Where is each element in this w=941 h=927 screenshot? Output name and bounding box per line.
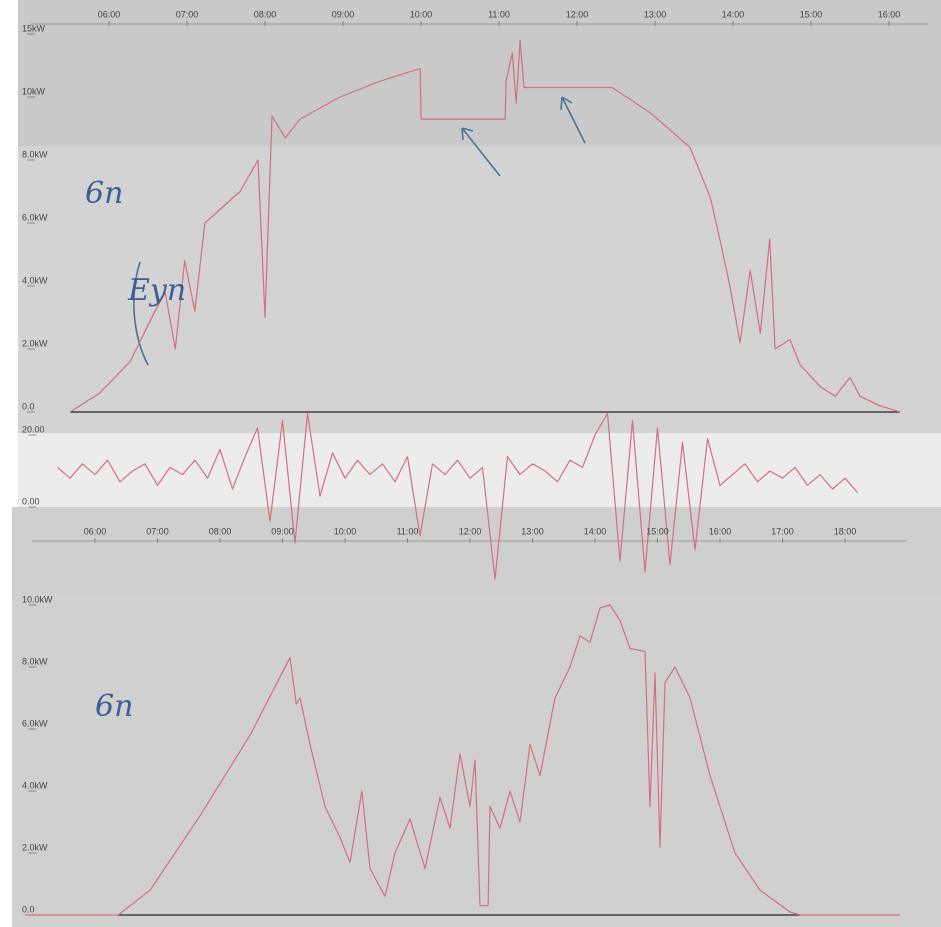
x-tick-label: 13:00 — [644, 9, 667, 19]
y-tick-label: 4.0kW — [22, 780, 48, 790]
panel-background — [18, 0, 941, 146]
y-tick-label: 0.0 — [22, 904, 35, 914]
x-tick-label: 07:00 — [146, 526, 169, 536]
y-tick-label: 2.0kW — [22, 842, 48, 852]
x-tick-label: 13:00 — [521, 526, 544, 536]
panel-background — [12, 595, 941, 927]
handwritten-note: 6n — [85, 176, 123, 211]
x-tick-label: 08:00 — [209, 526, 232, 536]
arrow — [461, 127, 501, 177]
y-tick-label: 4.0kW — [22, 275, 48, 285]
x-tick-label: 10:00 — [334, 526, 357, 536]
handwritten-note: Eyn — [127, 273, 186, 308]
x-tick-label: 06:00 — [84, 526, 107, 536]
x-tick-label: 16:00 — [878, 9, 901, 19]
y-tick-label: 8.0kW — [22, 656, 48, 666]
x-tick-label: 06:00 — [98, 9, 121, 19]
x-tick-label: 14:00 — [722, 9, 745, 19]
x-tick-label: 15:00 — [800, 9, 823, 19]
pen-stroke — [133, 261, 149, 366]
x-tick-label: 15:00 — [646, 526, 669, 536]
x-tick-label: 17:00 — [771, 526, 794, 536]
y-tick-label: 8.0kW — [22, 149, 48, 159]
handwritten-arrows — [133, 96, 586, 366]
y-tick-label: 10kW — [22, 86, 46, 96]
y-tick-label: 20.00 — [22, 424, 45, 434]
panel-background — [18, 146, 941, 433]
x-tick-label: 09:00 — [271, 526, 294, 536]
x-tick-label: 12:00 — [459, 526, 482, 536]
y-tick-label: 0.00 — [22, 496, 40, 506]
y-tick-label: 0.0 — [22, 401, 35, 411]
x-tick-label: 12:00 — [566, 9, 589, 19]
x-tick-label: 11:00 — [397, 526, 419, 536]
y-tick-label: 10.0kW — [22, 594, 53, 604]
y-tick-label: 6.0kW — [22, 212, 48, 222]
x-tick-label: 18:00 — [834, 526, 857, 536]
plots: 0.0 2.0kW 4.0kW 6.0kW 8.0kW 10kW 15kW 06:00 07:0… — [22, 9, 901, 916]
data-line — [57, 412, 858, 580]
x-tick-label: 07:00 — [176, 9, 199, 19]
y-tick-label: 6.0kW — [22, 718, 48, 728]
x-tick-label: 16:00 — [709, 526, 732, 536]
y-tick-label: 15kW — [22, 23, 46, 33]
x-tick-label: 14:00 — [584, 526, 607, 536]
data-line — [69, 39, 901, 413]
x-tick-label: 11:00 — [488, 9, 510, 19]
handwritten-note: 6n — [95, 689, 133, 724]
y-tick-label: 2.0kW — [22, 338, 48, 348]
data-line — [25, 604, 900, 916]
panel-background — [12, 507, 941, 595]
arrow — [560, 96, 586, 144]
x-tick-label: 10:00 — [410, 9, 433, 19]
x-tick-label: 09:00 — [332, 9, 355, 19]
x-tick-label: 08:00 — [254, 9, 277, 19]
